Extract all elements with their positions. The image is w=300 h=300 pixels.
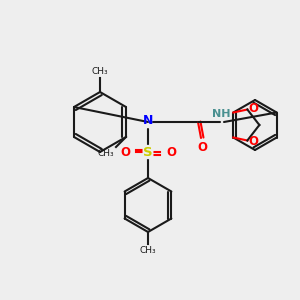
Text: O: O xyxy=(197,141,207,154)
Text: CH₃: CH₃ xyxy=(140,246,156,255)
Text: O: O xyxy=(248,102,258,115)
Text: S: S xyxy=(143,146,153,158)
Text: O: O xyxy=(120,146,130,158)
Text: CH₃: CH₃ xyxy=(98,149,114,158)
Text: N: N xyxy=(143,113,153,127)
Text: O: O xyxy=(166,146,176,158)
Text: O: O xyxy=(248,135,258,148)
Text: NH: NH xyxy=(212,109,230,119)
Text: CH₃: CH₃ xyxy=(92,67,108,76)
